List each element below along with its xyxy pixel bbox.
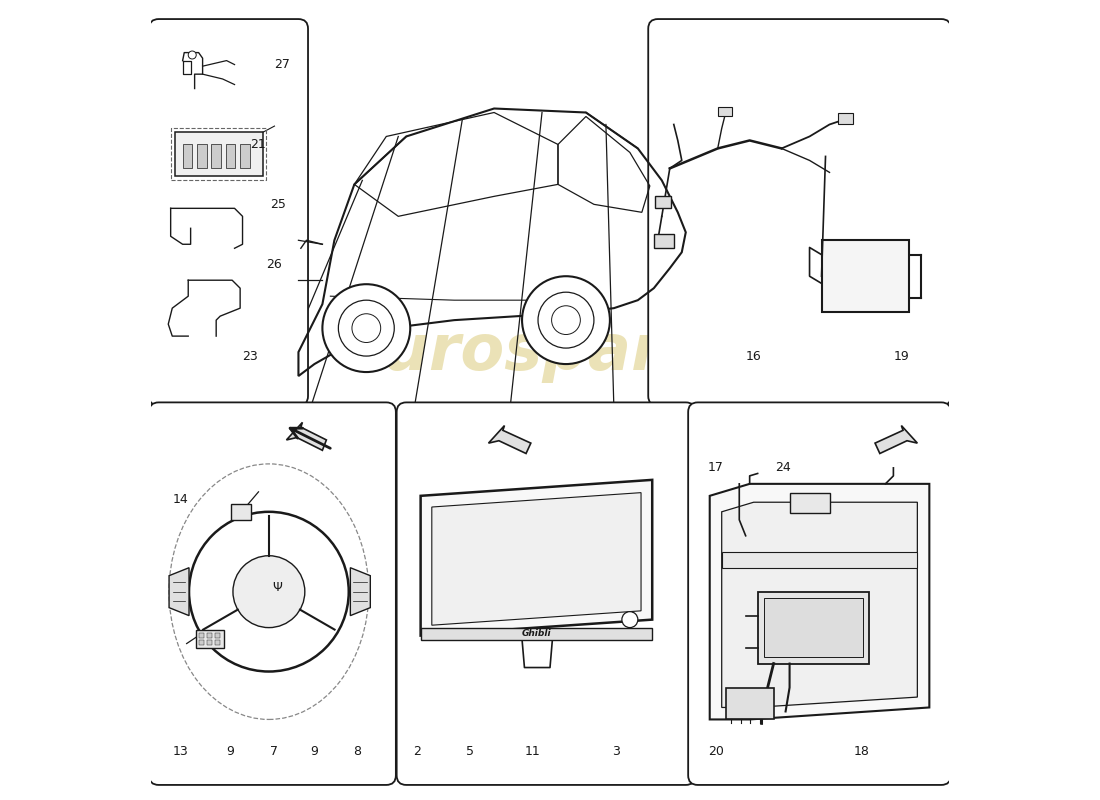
Text: 9: 9 (310, 745, 318, 758)
Bar (764, 598, 864, 657)
Circle shape (233, 556, 305, 628)
Bar (726, 687, 773, 719)
Bar (199, 633, 205, 638)
Bar (653, 234, 674, 248)
Bar (207, 633, 212, 638)
Bar (240, 145, 250, 169)
FancyBboxPatch shape (150, 19, 308, 406)
Text: 18: 18 (854, 745, 869, 758)
Polygon shape (420, 480, 652, 635)
Bar (822, 240, 910, 312)
Polygon shape (432, 493, 641, 626)
Bar (214, 633, 220, 638)
Text: eurospar.es: eurospar.es (340, 321, 760, 383)
Text: 25: 25 (271, 198, 286, 211)
Text: 21: 21 (251, 138, 266, 151)
Bar (717, 107, 733, 117)
Bar (199, 640, 205, 645)
Bar (196, 630, 224, 647)
FancyBboxPatch shape (150, 402, 396, 785)
Text: 11: 11 (525, 745, 540, 758)
Text: 14: 14 (173, 494, 189, 506)
Polygon shape (286, 422, 327, 450)
Polygon shape (169, 568, 189, 616)
Circle shape (189, 512, 349, 671)
Bar (207, 640, 212, 645)
Text: 2: 2 (412, 745, 420, 758)
Bar (214, 640, 220, 645)
Bar (197, 145, 207, 169)
Bar (790, 494, 829, 514)
Bar (231, 504, 251, 520)
Text: 23: 23 (242, 350, 258, 362)
FancyBboxPatch shape (689, 402, 950, 785)
Polygon shape (420, 628, 652, 639)
Bar (170, 129, 266, 180)
Text: 19: 19 (893, 350, 910, 362)
Bar (175, 133, 263, 176)
Text: 26: 26 (266, 258, 283, 270)
Bar (656, 196, 671, 208)
Polygon shape (488, 426, 531, 454)
Bar (758, 592, 869, 663)
Text: Ψ: Ψ (272, 581, 282, 594)
Polygon shape (710, 484, 930, 719)
Bar (211, 145, 221, 169)
Text: a passion for parts since 1985: a passion for parts since 1985 (403, 470, 697, 490)
Text: 13: 13 (173, 745, 189, 758)
FancyBboxPatch shape (397, 402, 695, 785)
FancyBboxPatch shape (648, 19, 950, 406)
Polygon shape (874, 426, 917, 454)
Text: 24: 24 (776, 462, 791, 474)
Polygon shape (350, 568, 371, 616)
Circle shape (621, 612, 638, 628)
Text: 9: 9 (227, 745, 234, 758)
Text: 8: 8 (353, 745, 361, 758)
Bar (226, 145, 235, 169)
Bar (183, 145, 192, 169)
Text: 27: 27 (275, 58, 290, 71)
Polygon shape (722, 502, 917, 707)
Text: 16: 16 (746, 350, 761, 362)
Circle shape (322, 284, 410, 372)
Text: Ghibli: Ghibli (521, 630, 551, 638)
Polygon shape (722, 552, 917, 568)
Bar (837, 113, 854, 125)
Circle shape (522, 276, 609, 364)
Text: 3: 3 (613, 745, 620, 758)
Circle shape (188, 51, 196, 59)
Text: 17: 17 (708, 462, 724, 474)
Text: 20: 20 (708, 745, 724, 758)
Text: 5: 5 (466, 745, 474, 758)
Text: 7: 7 (271, 745, 278, 758)
